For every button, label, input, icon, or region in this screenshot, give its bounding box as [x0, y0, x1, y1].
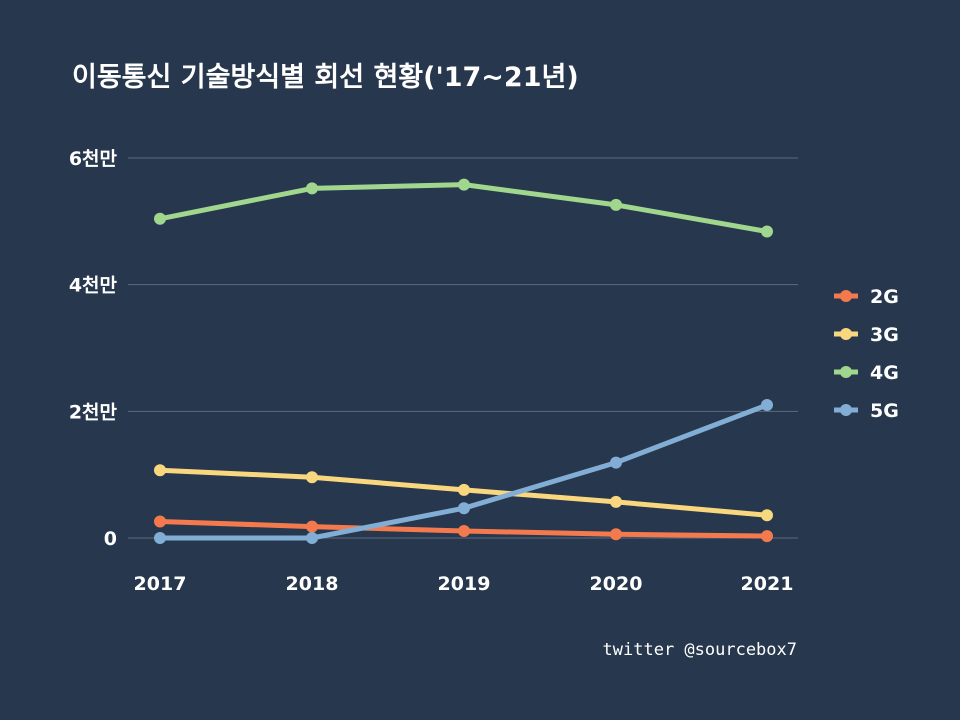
y-tick-label: 4천만: [69, 275, 118, 297]
gridlines: [128, 157, 798, 539]
x-tick-label: 2019: [438, 573, 491, 595]
legend-item-4G: 4G: [834, 362, 899, 384]
series-3G: [154, 464, 773, 522]
legend-swatch-marker: [840, 404, 852, 416]
credit-text: twitter @sourcebox7: [603, 640, 797, 660]
legend-swatch-marker: [840, 290, 852, 302]
legend-swatch-marker: [840, 328, 852, 340]
data-point: [458, 502, 470, 515]
data-point: [154, 212, 166, 225]
data-point: [610, 456, 622, 469]
data-point: [610, 528, 622, 541]
legend-label: 3G: [870, 324, 899, 346]
data-point: [761, 225, 773, 238]
legend-item-3G: 3G: [834, 324, 899, 346]
data-point: [761, 530, 773, 543]
data-point: [154, 515, 166, 528]
series-2G: [154, 515, 773, 543]
series-line: [157, 402, 770, 541]
legend-label: 2G: [870, 286, 899, 308]
data-point: [306, 471, 318, 484]
legend-label: 4G: [870, 362, 899, 384]
y-tick-label: 0: [104, 528, 117, 550]
data-point: [610, 198, 622, 211]
legend-swatch-marker: [840, 366, 852, 378]
legend-item-5G: 5G: [834, 400, 899, 422]
series-lines: [154, 178, 773, 544]
x-tick-label: 2018: [286, 573, 339, 595]
x-tick-label: 2021: [741, 573, 794, 595]
legend-label: 5G: [870, 400, 899, 422]
data-point: [154, 464, 166, 477]
x-tick-label: 2017: [134, 573, 187, 595]
data-point: [458, 525, 470, 537]
legend: 2G 3G 4G 5G: [834, 286, 899, 422]
series-5G: [154, 399, 773, 544]
series-line: [157, 182, 770, 234]
data-point: [761, 509, 773, 522]
data-point: [306, 520, 318, 533]
y-axis-ticks: 0 2천만 4천만 6천만: [69, 148, 118, 550]
chart-title: 이동통신 기술방식별 회선 현황('17~21년): [72, 62, 579, 93]
data-point: [306, 182, 318, 195]
series-4G: [154, 178, 773, 238]
y-tick-label: 2천만: [69, 401, 118, 423]
data-point: [458, 483, 470, 496]
x-tick-label: 2020: [590, 573, 643, 595]
data-point: [306, 532, 318, 544]
x-axis-ticks: 2017 2018 2019 2020 2021: [134, 573, 794, 595]
legend-item-2G: 2G: [834, 286, 899, 308]
y-tick-label: 6천만: [69, 148, 118, 170]
data-point: [458, 178, 470, 191]
data-point: [761, 399, 773, 411]
data-point: [610, 495, 622, 508]
data-point: [154, 532, 166, 544]
